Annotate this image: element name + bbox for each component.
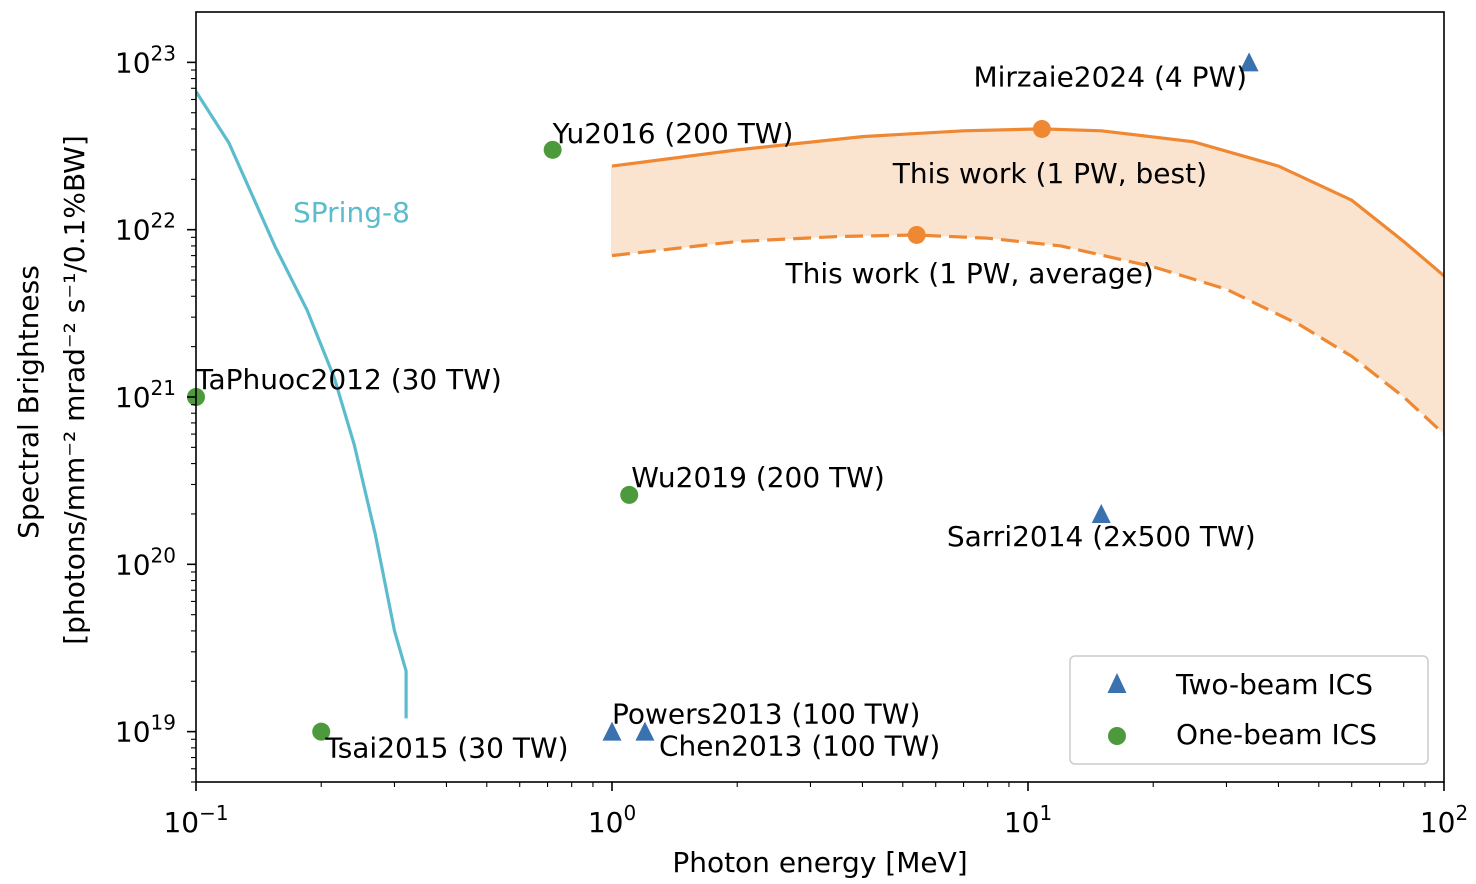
label-spring8: SPring-8 bbox=[293, 196, 410, 229]
label-taphuoc2012-30-tw: TaPhuoc2012 (30 TW) bbox=[195, 363, 502, 396]
point-powers2013-100-tw bbox=[602, 721, 622, 741]
x-axis-label: Photon energy [MeV] bbox=[672, 846, 967, 879]
x-tick-label: 100 bbox=[588, 801, 636, 839]
this-work-average-marker bbox=[907, 225, 926, 244]
y-tick-label: 1021 bbox=[115, 376, 176, 414]
this-work-best-marker bbox=[1032, 119, 1051, 138]
annotation-layer: Mirzaie2024 (4 PW) Sarri2014 (2x500 TW) Po… bbox=[195, 60, 1256, 764]
y-tick-label: 1022 bbox=[115, 209, 176, 247]
this-work-best-curve bbox=[611, 127, 1444, 278]
label-chen2013-100-tw: Chen2013 (100 TW) bbox=[659, 730, 940, 763]
point-tsai2015-30-tw bbox=[312, 722, 331, 741]
legend-marker-two-beam bbox=[1107, 673, 1127, 693]
legend-marker-one-beam bbox=[1108, 727, 1126, 745]
this-work-band-layer bbox=[611, 128, 1444, 435]
label-this-work-average: This work (1 PW, average) bbox=[785, 257, 1154, 290]
label-this-work-best: This work (1 PW, best) bbox=[892, 157, 1207, 190]
label-yu2016-200-tw: Yu2016 (200 TW) bbox=[552, 117, 794, 150]
this-work-average-curve bbox=[611, 233, 1444, 436]
y-axis-label-line1: Spectral Brightness bbox=[12, 265, 45, 539]
y-tick-label: 1023 bbox=[115, 41, 176, 79]
point-sarri2014-2x500-tw bbox=[1091, 503, 1111, 523]
legend-box bbox=[1069, 655, 1429, 765]
x-tick-label: 101 bbox=[1004, 801, 1052, 839]
legend: Two-beam ICS One-beam ICS bbox=[1069, 655, 1429, 765]
label-sarri2014-2x500-tw: Sarri2014 (2x500 TW) bbox=[947, 520, 1256, 553]
point-wu2019-200-tw bbox=[620, 485, 639, 504]
y-tick-label: 1019 bbox=[115, 711, 176, 749]
label-tsai2015-30-tw: Tsai2015 (30 TW) bbox=[324, 732, 568, 765]
this-work-band bbox=[612, 128, 1444, 435]
point-yu2016-200-tw bbox=[543, 140, 562, 159]
label-mirzaie2024-4-pw: Mirzaie2024 (4 PW) bbox=[973, 60, 1247, 93]
x-tick-label: 10−1 bbox=[163, 801, 228, 839]
line-layer bbox=[196, 90, 1444, 719]
point-mirzaie2024-4-pw bbox=[1239, 52, 1259, 72]
point-chen2013-100-tw bbox=[635, 721, 655, 741]
axis-layer: 10−1 100 101 102 1019 1020 1021 1022 1023 bbox=[115, 41, 1468, 839]
y-axis-label-line2: [photons/mm⁻² mrad⁻² s⁻¹/0.1%BW] bbox=[58, 135, 91, 645]
label-wu2019-200-tw: Wu2019 (200 TW) bbox=[631, 461, 885, 494]
y-tick-label: 1020 bbox=[115, 543, 176, 581]
label-powers2013-100-tw: Powers2013 (100 TW) bbox=[612, 698, 920, 731]
legend-label-two-beam: Two-beam ICS bbox=[1175, 668, 1373, 701]
spring8-curve bbox=[196, 90, 408, 719]
x-tick-label: 102 bbox=[1420, 801, 1468, 839]
legend-label-one-beam: One-beam ICS bbox=[1176, 718, 1377, 751]
